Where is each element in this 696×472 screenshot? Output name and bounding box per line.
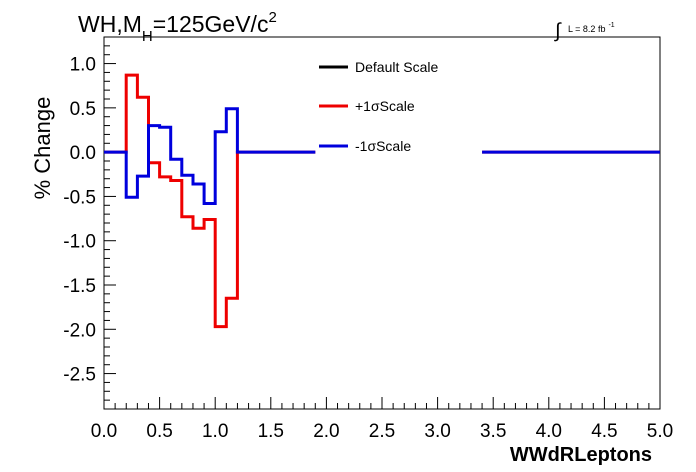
lumi-text: L = 8.2 fb bbox=[568, 24, 605, 34]
x-tick-labels: 0.0 0.5 1.0 1.5 2.0 2.5 3.0 3.5 4.0 4.5 5.0 bbox=[91, 421, 673, 442]
legend-label-default: Default Scale bbox=[355, 59, 438, 75]
lumi-integral: ∫ bbox=[554, 20, 562, 42]
y-tick-label: -1.5 bbox=[63, 276, 96, 297]
x-tick-label: 3.5 bbox=[480, 421, 506, 442]
title-main: WH,M bbox=[78, 11, 142, 37]
title-rest: =125GeV/c bbox=[153, 11, 269, 37]
legend-label-plus1sigma: +1σScale bbox=[355, 98, 415, 114]
legend: Default Scale +1σScale -1σScale bbox=[319, 59, 438, 154]
x-tick-label: 2.0 bbox=[313, 421, 339, 442]
lumi-label: L = 8.2 fb -1 bbox=[568, 22, 615, 34]
y-tick-label: -0.5 bbox=[63, 187, 96, 208]
x-tick-label: 2.5 bbox=[369, 421, 395, 442]
x-tick-label: 5.0 bbox=[647, 421, 673, 442]
y-tick-labels: 1.0 0.5 0.0 -0.5 -1.0 -1.5 -2.0 -2.5 bbox=[63, 55, 96, 386]
x-tick-label: 1.0 bbox=[202, 421, 228, 442]
axis-ticks bbox=[103, 36, 661, 410]
lumi-superscript: -1 bbox=[608, 22, 614, 29]
y-tick-label: 0.0 bbox=[70, 143, 96, 164]
series-line-2 bbox=[104, 107, 660, 205]
y-tick-label: -1.0 bbox=[63, 232, 96, 253]
y-axis-title: % Change bbox=[30, 97, 55, 200]
y-tick-label: -2.5 bbox=[63, 365, 96, 386]
x-tick-label: 4.0 bbox=[536, 421, 562, 442]
x-tick-label: 1.5 bbox=[258, 421, 284, 442]
y-tick-label: 1.0 bbox=[70, 55, 96, 76]
legend-label-minus1sigma: -1σScale bbox=[355, 138, 411, 154]
series-group bbox=[104, 73, 660, 329]
y-tick-label: -2.0 bbox=[63, 320, 96, 341]
x-tick-label: 0.0 bbox=[91, 421, 117, 442]
x-tick-label: 0.5 bbox=[146, 421, 172, 442]
x-tick-label: 3.0 bbox=[424, 421, 450, 442]
y-tick-label: 0.5 bbox=[70, 99, 96, 120]
x-axis-title: WWdRLeptons bbox=[510, 444, 652, 466]
title-superscript: 2 bbox=[268, 9, 276, 26]
x-tick-label: 4.5 bbox=[591, 421, 617, 442]
